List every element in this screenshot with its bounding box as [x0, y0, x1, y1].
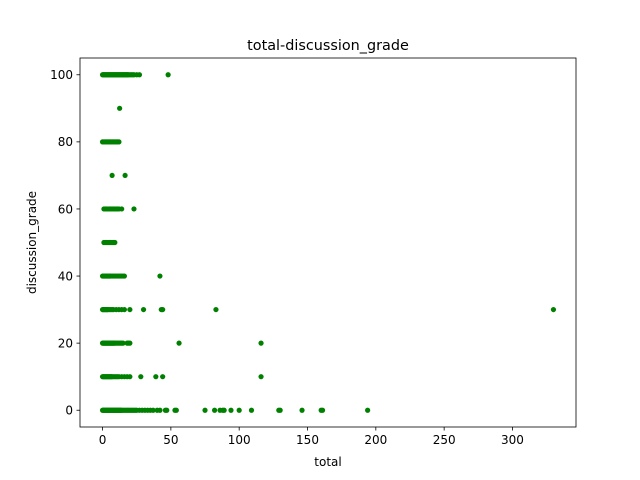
y-tick-label: 100: [50, 68, 73, 82]
scatter-point: [121, 273, 128, 279]
x-tick-label: 150: [296, 433, 319, 447]
plot-frame: [79, 57, 577, 428]
scatter-point: [319, 407, 326, 413]
scatter-point: [150, 407, 156, 413]
scatter-point: [157, 407, 163, 413]
scatter-point: [160, 374, 166, 380]
x-tick-label: 0: [99, 433, 107, 447]
x-tick-label: 200: [364, 433, 387, 447]
x-tick-label: 50: [163, 433, 178, 447]
data-points: [99, 72, 557, 413]
y-tick-label: 20: [58, 336, 73, 350]
scatter-point: [138, 374, 144, 380]
x-tick-label: 100: [228, 433, 251, 447]
scatter-point: [109, 172, 115, 179]
scatter-point: [160, 306, 166, 313]
y-tick-label: 60: [58, 202, 73, 216]
scatter-point: [221, 407, 227, 413]
scatter-point: [136, 72, 143, 78]
scatter-point: [365, 407, 371, 413]
y-axis-label: discussion_grade: [25, 191, 39, 294]
y-tick-label: 80: [58, 135, 73, 149]
scatter-point: [127, 340, 133, 346]
scatter-point: [117, 105, 123, 111]
scatter-point: [140, 306, 147, 313]
scatter-point: [202, 407, 208, 413]
scatter-point: [127, 374, 133, 380]
x-tick-label: 300: [501, 433, 524, 447]
scatter-point: [248, 407, 255, 413]
x-axis-label: total: [314, 455, 341, 469]
y-axis-ticks: 0 20 40 60 80 100: [50, 68, 80, 418]
scatter-point: [299, 407, 305, 413]
y-tick-label: 40: [58, 269, 73, 283]
x-axis-ticks: 0 50 100 150 200 250 300: [99, 427, 524, 447]
scatter-point: [258, 374, 264, 380]
scatter-point: [228, 407, 234, 413]
scatter-point: [176, 340, 182, 346]
y-tick-label: 0: [65, 404, 73, 418]
scatter-point: [127, 306, 133, 313]
scatter-point: [116, 139, 122, 145]
scatter-point: [157, 273, 163, 279]
scatter-point: [164, 407, 170, 413]
scatter-point: [112, 239, 118, 246]
scatter-point: [153, 374, 159, 380]
scatter-point: [236, 407, 242, 413]
scatter-point: [211, 407, 218, 413]
scatter-point: [173, 407, 179, 413]
scatter-point: [131, 206, 137, 212]
scatter-point: [119, 206, 125, 212]
scatter-point: [277, 407, 283, 413]
x-tick-label: 250: [433, 433, 456, 447]
scatter-point: [165, 72, 171, 78]
scatter-point: [120, 340, 126, 346]
scatter-point: [121, 306, 128, 313]
scatter-point: [122, 172, 128, 179]
chart-title: total-discussion_grade: [247, 38, 409, 54]
scatter-point: [258, 340, 264, 346]
scatter-point: [213, 306, 219, 313]
scatter-point: [550, 306, 557, 313]
